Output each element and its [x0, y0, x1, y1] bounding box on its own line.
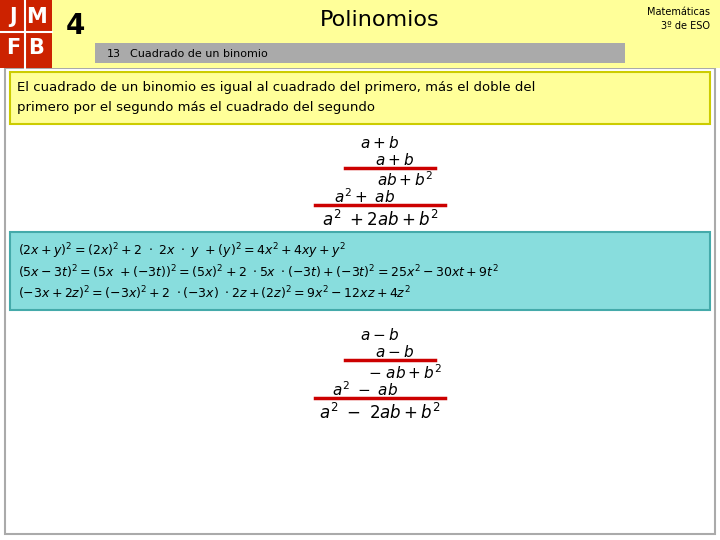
Text: $a^2\ -\ ab$: $a^2\ -\ ab$	[332, 381, 398, 400]
Text: $(2x + y)^2 = (2x)^2 + 2\ \cdot\ 2x\ \cdot\ y\ +(y)^2 = 4x^2 +4xy + y^2$: $(2x + y)^2 = (2x)^2 + 2\ \cdot\ 2x\ \cd…	[18, 241, 346, 261]
Text: $a - b$: $a - b$	[376, 344, 415, 360]
Bar	[5, 68, 715, 534]
Text: Cuadrado de un binomio: Cuadrado de un binomio	[130, 49, 268, 59]
Bar	[10, 232, 710, 310]
Bar	[10, 72, 710, 124]
Text: $a^2\ +2ab + b^2$: $a^2\ +2ab + b^2$	[322, 210, 438, 230]
Bar	[0, 0, 720, 68]
Text: El cuadrado de un binomio es igual al cuadrado del primero, más el doble del: El cuadrado de un binomio es igual al cu…	[17, 80, 536, 93]
Text: B: B	[28, 38, 44, 58]
Bar	[0, 0, 52, 68]
Text: $a^2\ -\ 2ab + b^2$: $a^2\ -\ 2ab + b^2$	[319, 403, 441, 423]
Text: 4: 4	[66, 12, 85, 40]
Text: J: J	[9, 7, 17, 27]
Text: Polinomios: Polinomios	[320, 10, 440, 30]
Text: $a + b$: $a + b$	[361, 135, 400, 151]
Text: $a^2 +\ ab$: $a^2 +\ ab$	[334, 187, 396, 206]
Text: $(-3x + 2z)^2 = (-3x)^2 + 2\ \cdot (-3x)\ \cdot 2z + (2z)^2 = 9x^2 - 12xz + 4z^2: $(-3x + 2z)^2 = (-3x)^2 + 2\ \cdot (-3x)…	[18, 284, 410, 302]
Text: $-\ ab + b^2$: $-\ ab + b^2$	[368, 363, 442, 382]
Text: 13: 13	[107, 49, 121, 59]
Text: $a - b$: $a - b$	[361, 327, 400, 343]
Text: $a + b$: $a + b$	[376, 152, 415, 168]
Text: $(5x - 3t)^2 = (5x\ +(-3t))^2 = (5x)^2 + 2\ \cdot 5x\ \cdot (-3t) + (-3t)^2 = 25: $(5x - 3t)^2 = (5x\ +(-3t))^2 = (5x)^2 +…	[18, 263, 499, 281]
Bar	[95, 43, 625, 63]
Text: Matemáticas: Matemáticas	[647, 7, 710, 17]
Text: M: M	[26, 7, 46, 27]
Text: $ab + b^2$: $ab + b^2$	[377, 171, 433, 190]
Text: primero por el segundo más el cuadrado del segundo: primero por el segundo más el cuadrado d…	[17, 100, 375, 113]
Text: F: F	[6, 38, 20, 58]
Text: 3º de ESO: 3º de ESO	[661, 21, 710, 31]
